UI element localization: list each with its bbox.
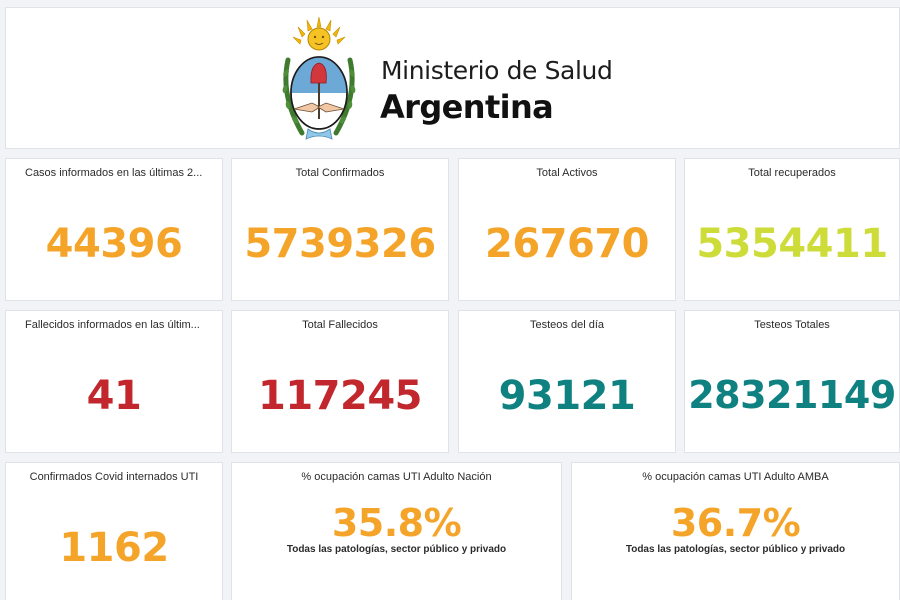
card-value: 36.7% — [670, 501, 801, 545]
card-value: 28321149 — [688, 373, 896, 417]
argentina-coat-of-arms-icon — [282, 16, 356, 140]
card-title: Testeos Totales — [754, 319, 830, 331]
card-icu-covid: Confirmados Covid internados UTI 1162 — [5, 462, 223, 600]
card-title: Total Activos — [536, 167, 598, 179]
card-value: 35.8% — [331, 501, 462, 545]
card-total-confirmed: Total Confirmados 5739326 — [231, 158, 449, 301]
card-title: Testeos del día — [530, 319, 604, 331]
card-value: 117245 — [258, 373, 423, 419]
card-value: 1162 — [59, 525, 169, 571]
header-banner: Ministerio de Salud Argentina — [5, 7, 900, 149]
card-title: Confirmados Covid internados UTI — [29, 471, 199, 483]
card-subtitle: Todas las patologías, sector público y p… — [625, 544, 846, 555]
card-title: Total recuperados — [748, 167, 836, 179]
card-title: Total Confirmados — [295, 167, 385, 179]
card-subtitle: Todas las patologías, sector público y p… — [286, 544, 507, 555]
card-title: Total Fallecidos — [302, 319, 378, 331]
card-icu-occupancy-nation: % ocupación camas UTI Adulto Nación 35.8… — [231, 462, 562, 600]
card-icu-occupancy-amba: % ocupación camas UTI Adulto AMBA 36.7% … — [571, 462, 900, 600]
card-value: 5354411 — [696, 221, 888, 267]
card-title: Fallecidos informados en las últim... — [25, 319, 200, 331]
ministry-name: Ministerio de Salud — [381, 56, 613, 85]
card-value: 44396 — [45, 221, 183, 267]
card-value: 267670 — [485, 221, 650, 267]
card-value: 41 — [86, 373, 142, 419]
card-title: Casos informados en las últimas 2... — [25, 167, 203, 179]
card-value: 5739326 — [244, 221, 436, 267]
card-deaths-24h: Fallecidos informados en las últim... 41 — [5, 310, 223, 453]
card-title: % ocupación camas UTI Adulto Nación — [301, 471, 492, 483]
card-total-recovered: Total recuperados 5354411 — [684, 158, 900, 301]
card-total-active: Total Activos 267670 — [458, 158, 676, 301]
card-tests-day: Testeos del día 93121 — [458, 310, 676, 453]
card-title: % ocupación camas UTI Adulto AMBA — [642, 471, 829, 483]
card-total-deaths: Total Fallecidos 117245 — [231, 310, 449, 453]
country-name: Argentina — [380, 88, 554, 126]
card-cases-24h: Casos informados en las últimas 2... 443… — [5, 158, 223, 301]
card-tests-total: Testeos Totales 28321149 — [684, 310, 900, 453]
card-value: 93121 — [498, 373, 636, 419]
